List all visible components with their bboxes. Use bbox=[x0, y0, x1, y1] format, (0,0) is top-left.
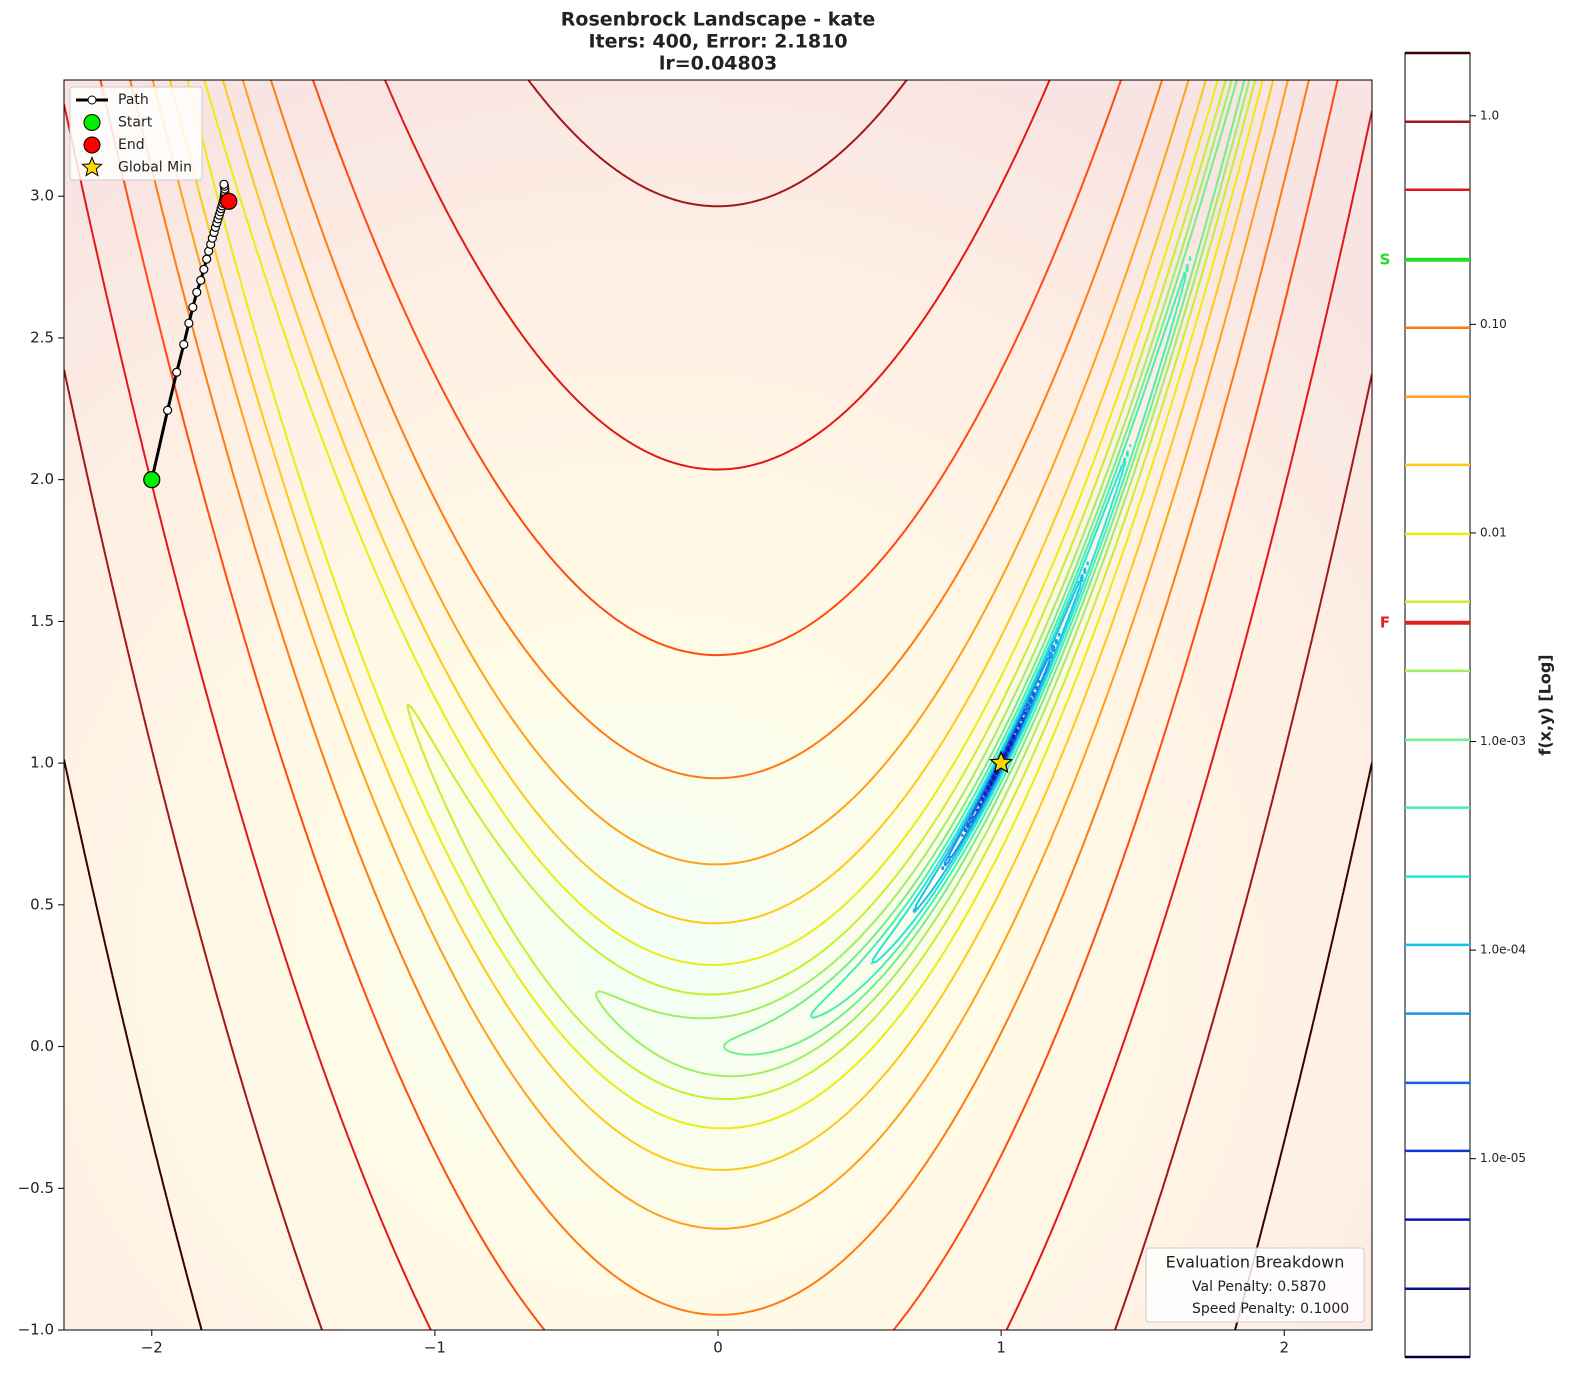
marker-point bbox=[143, 471, 161, 489]
path-point bbox=[184, 318, 194, 328]
colorbar-tick-label: 1.0e-05 bbox=[1480, 1151, 1526, 1165]
colorbar-tick-label: 0.10 bbox=[1480, 317, 1507, 331]
series-layer bbox=[143, 179, 1014, 774]
legend-label: Start bbox=[118, 115, 153, 131]
y-tick-label: 2.5 bbox=[30, 328, 54, 346]
chart-subtitle: lr=0.04803 bbox=[659, 53, 777, 75]
x-tick-label: −2 bbox=[141, 1339, 163, 1357]
path-point bbox=[199, 264, 209, 274]
colorbar-label: f(x,y) [Log] bbox=[1536, 654, 1555, 755]
marker-star bbox=[989, 750, 1014, 774]
colorbar-marker-label: F bbox=[1380, 613, 1390, 631]
contour-line bbox=[722, 80, 1246, 1056]
y-tick-label: 0.5 bbox=[30, 895, 54, 913]
path-point bbox=[188, 302, 198, 312]
path-point bbox=[192, 287, 202, 297]
annotation-title: Evaluation Breakdown bbox=[1166, 1253, 1345, 1272]
legend-label: End bbox=[118, 137, 145, 153]
contour-line bbox=[169, 80, 1275, 1171]
path-point bbox=[196, 275, 206, 285]
path-point bbox=[219, 179, 229, 189]
legend-label: Path bbox=[118, 92, 149, 108]
x-tick-label: 2 bbox=[1279, 1339, 1289, 1357]
colorbar-tick-label: 1.0 bbox=[1480, 108, 1499, 122]
colorbar-tick-label: 1.0e-04 bbox=[1480, 943, 1526, 957]
legend-swatch bbox=[83, 136, 101, 154]
annotation-line: Speed Penalty: 0.1000 bbox=[1192, 1301, 1349, 1317]
y-tick-label: 0.0 bbox=[30, 1037, 54, 1055]
colorbar-tick-label: 0.01 bbox=[1480, 525, 1507, 539]
contour-line bbox=[810, 256, 1192, 1019]
marker-point bbox=[220, 192, 238, 210]
contour-line bbox=[151, 80, 1289, 1230]
contour-line bbox=[912, 561, 1089, 914]
chart-subtitle: Iters: 400, Error: 2.1810 bbox=[588, 31, 847, 53]
x-tick-label: 1 bbox=[996, 1339, 1006, 1357]
contour-line bbox=[406, 80, 1257, 1100]
y-tick-label: 2.0 bbox=[30, 470, 54, 488]
y-tick-label: −0.5 bbox=[18, 1179, 54, 1197]
y-tick-label: 1.5 bbox=[30, 612, 54, 630]
contours bbox=[64, 80, 1372, 1330]
x-tick-label: 0 bbox=[713, 1339, 723, 1357]
legend-swatch bbox=[81, 156, 103, 177]
legend bbox=[69, 86, 203, 181]
colorbar: S F 1.0 0.10 0.01 1.0e-03 1.0e-04 1.0e-05 bbox=[1380, 51, 1526, 1359]
annotation-box bbox=[1145, 1247, 1365, 1323]
contour-line bbox=[99, 80, 1339, 1330]
annotation-line: Val Penalty: 0.5870 bbox=[1192, 1279, 1326, 1295]
path-point bbox=[202, 254, 212, 264]
legend-swatch bbox=[87, 95, 97, 105]
colorbar-marker-label: S bbox=[1380, 250, 1391, 268]
contour-line bbox=[129, 80, 1310, 1316]
contour-line bbox=[64, 80, 1372, 1330]
contour-line bbox=[870, 444, 1132, 965]
contour-line bbox=[186, 80, 1264, 1130]
x-tick-label: −1 bbox=[424, 1339, 446, 1357]
chart-title: Rosenbrock Landscape - kate bbox=[561, 9, 875, 31]
path-point bbox=[172, 367, 182, 377]
contour-line bbox=[64, 80, 1372, 1330]
contour-line bbox=[595, 80, 1251, 1078]
colorbar-frame bbox=[1404, 52, 1471, 1358]
y-tick-label: 3.0 bbox=[30, 187, 54, 205]
path-point bbox=[163, 405, 173, 415]
legend-label: Global Min bbox=[118, 160, 192, 176]
legend-swatch bbox=[83, 114, 101, 131]
y-tick-label: 1.0 bbox=[30, 754, 54, 772]
y-tick-label: −1.0 bbox=[18, 1321, 54, 1339]
path-point bbox=[179, 339, 189, 350]
colorbar-tick-label: 1.0e-03 bbox=[1480, 734, 1526, 748]
